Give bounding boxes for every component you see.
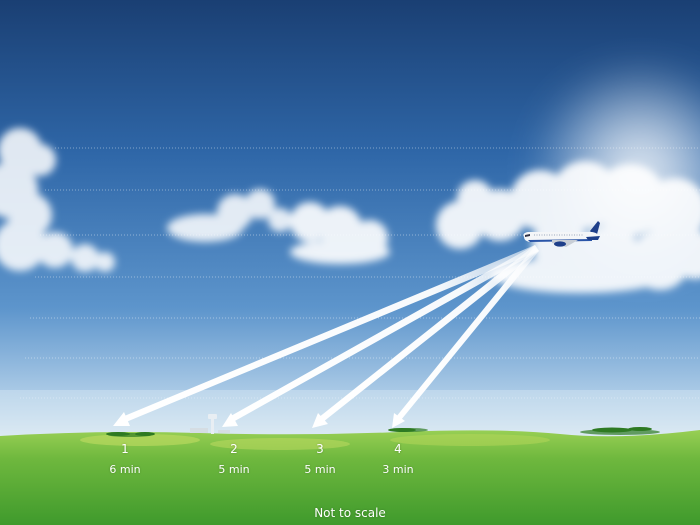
- spot-4-label: 4: [394, 442, 402, 456]
- cloud-right: [436, 161, 700, 293]
- spot-3-label: 3: [316, 442, 324, 456]
- spot-3-time: 5 min: [304, 463, 336, 476]
- approach-arrows: [113, 245, 539, 428]
- cloud-left: [0, 128, 115, 272]
- spot-4-time: 3 min: [382, 463, 414, 476]
- arrow-1: [113, 245, 539, 426]
- arrow-3: [312, 245, 539, 428]
- spot-2-time: 5 min: [218, 463, 250, 476]
- spot-1-time: 6 min: [109, 463, 141, 476]
- cloud-middle: [290, 202, 390, 264]
- not-to-scale-note: Not to scale: [314, 506, 386, 520]
- arrow-2: [222, 245, 539, 427]
- arrow-4: [392, 247, 539, 428]
- spot-1-label: 1: [121, 442, 129, 456]
- cloud-middle-left: [167, 189, 292, 242]
- airplane-icon: [523, 221, 600, 247]
- ground: [0, 430, 700, 525]
- spot-2-label: 2: [230, 442, 238, 456]
- ground-patches: [80, 428, 660, 450]
- clouds: [0, 128, 700, 293]
- control-tower-icon: [190, 414, 230, 434]
- horizon-trees: [106, 427, 652, 436]
